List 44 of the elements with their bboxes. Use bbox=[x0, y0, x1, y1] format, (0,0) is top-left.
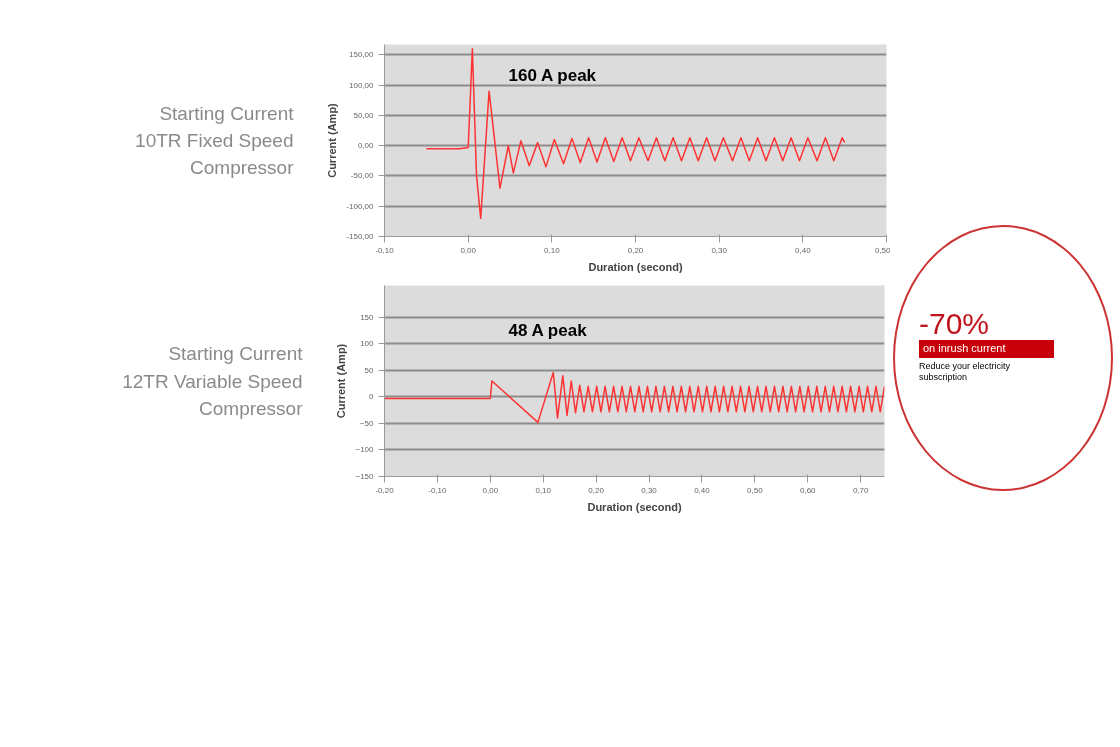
y-tick-label: 100,00 bbox=[349, 80, 375, 90]
x-tick-label: 0,40 bbox=[694, 485, 711, 495]
text: -70% bbox=[919, 307, 991, 340]
y-axis-title: Current (Amp) bbox=[326, 102, 339, 178]
x-tick-label: 0,20 bbox=[588, 485, 605, 495]
line-series bbox=[384, 371, 885, 424]
x-tick-label: 0,70 bbox=[852, 485, 870, 495]
line-series bbox=[425, 47, 846, 220]
x-tick-label: 0,00 bbox=[460, 245, 477, 255]
x-tick-label: 0,40 bbox=[795, 245, 812, 255]
y-axis-title: Current (Amp) bbox=[335, 343, 348, 419]
text: Starting Current 10TR Fixed Speed Compressor bbox=[135, 102, 295, 179]
x-tick-label: -0,10 bbox=[428, 485, 448, 495]
y-tick-label: −150 bbox=[355, 472, 375, 481]
y-tick-label: -150,00 bbox=[346, 232, 375, 241]
y-tick-label: -50,00 bbox=[350, 171, 375, 181]
x-tick-label: -0,20 bbox=[375, 485, 395, 495]
annotation: 160 A peak bbox=[508, 66, 597, 85]
x-tick-label: 0,50 bbox=[747, 485, 764, 495]
x-tick-label: -0,10 bbox=[375, 245, 395, 255]
y-tick-label: −100 bbox=[355, 445, 375, 455]
y-tick-label: 100 bbox=[360, 339, 375, 349]
y-tick-label: -100,00 bbox=[346, 201, 375, 211]
x-tick-label: 0,30 bbox=[641, 485, 658, 495]
x-tick-label: 0,10 bbox=[544, 245, 561, 255]
x-tick-label: 0,50 bbox=[874, 245, 892, 255]
x-tick-label: 0,00 bbox=[482, 485, 499, 495]
annotation: 48 A peak bbox=[508, 321, 588, 340]
x-tick-label: 0,60 bbox=[800, 485, 817, 495]
y-tick-label: 50,00 bbox=[353, 110, 375, 120]
x-tick-label: 0,30 bbox=[711, 245, 728, 255]
y-tick-label: −50 bbox=[359, 418, 375, 428]
y-tick-label: 0,00 bbox=[357, 141, 375, 151]
text: on inrush current bbox=[919, 340, 1054, 358]
y-tick-label: 50 bbox=[364, 365, 375, 375]
x-tick-label: 0,10 bbox=[535, 485, 552, 495]
text: Starting Current 12TR Variable Speed Compressor bbox=[122, 343, 304, 419]
text: Reduce your electricity subscription bbox=[919, 360, 1012, 383]
x-axis-title: Duration (second) bbox=[587, 500, 682, 513]
y-tick-label: 150,00 bbox=[349, 50, 375, 60]
x-tick-label: 0,20 bbox=[627, 245, 644, 255]
x-axis-title: Duration (second) bbox=[588, 260, 683, 273]
y-tick-label: 150 bbox=[360, 312, 375, 322]
y-tick-label: 0 bbox=[369, 392, 375, 402]
